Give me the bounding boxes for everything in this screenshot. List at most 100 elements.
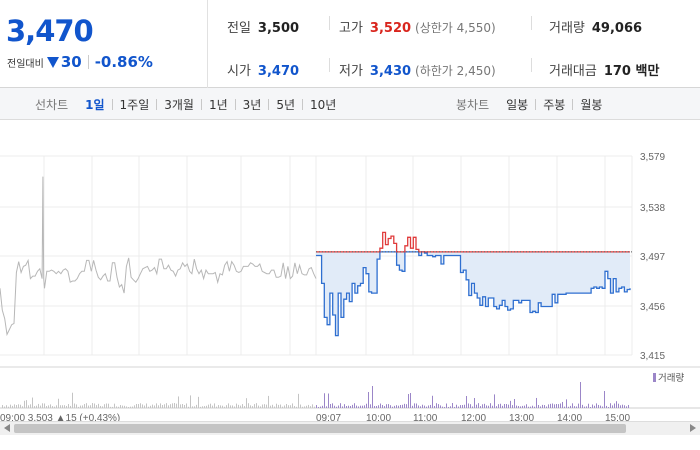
price-chart[interactable]: 3,579 3,538 3,497 3,456 3,415 거래량 09:00 bbox=[0, 121, 700, 421]
volume-bar bbox=[508, 404, 509, 408]
volume-bar bbox=[360, 405, 361, 408]
volume-bar bbox=[196, 404, 197, 408]
volume-bar bbox=[64, 405, 65, 408]
volume-bar bbox=[162, 405, 163, 408]
volume-bar bbox=[214, 403, 215, 408]
volume-bar bbox=[134, 405, 135, 408]
volume-bar bbox=[418, 405, 419, 408]
volume-bar bbox=[82, 405, 83, 408]
volume-bar bbox=[178, 396, 179, 408]
volume-bar bbox=[2, 405, 3, 408]
volume-bar bbox=[222, 405, 223, 408]
range-10y[interactable]: 10년 bbox=[310, 97, 337, 112]
x-axis-label: 15:00 bbox=[605, 413, 630, 421]
volume-bar bbox=[478, 403, 479, 408]
volume-bar bbox=[354, 403, 355, 408]
volume-bar bbox=[616, 401, 617, 408]
stat-divider bbox=[329, 58, 330, 72]
range-1d[interactable]: 1일 bbox=[85, 97, 105, 112]
volume-bar bbox=[124, 405, 125, 408]
volume-bar bbox=[570, 405, 571, 408]
volume-bar bbox=[294, 406, 295, 408]
volume-bar bbox=[500, 403, 501, 408]
volume-bar bbox=[238, 404, 239, 408]
volume-bar bbox=[472, 406, 473, 408]
volume-stat: 거래량 49,066 bbox=[549, 17, 642, 36]
volume-bar bbox=[16, 405, 17, 408]
range-3y[interactable]: 3년 bbox=[242, 97, 262, 112]
volume-label: 거래량 bbox=[549, 21, 585, 36]
volume-bar bbox=[574, 406, 575, 408]
volume-bar bbox=[560, 403, 561, 408]
change-row: 전일대비 30 -0.86% bbox=[7, 53, 153, 71]
volume-bar bbox=[218, 405, 219, 408]
volume-bar bbox=[210, 403, 211, 408]
range-5y[interactable]: 5년 bbox=[276, 97, 296, 112]
volume-bar bbox=[518, 406, 519, 408]
volume-bar bbox=[488, 405, 489, 408]
volume-bar bbox=[382, 405, 383, 408]
volume-bar bbox=[598, 404, 599, 408]
volume-bar bbox=[186, 403, 187, 408]
volume-bar bbox=[154, 405, 155, 408]
volume-bar bbox=[532, 405, 533, 408]
chart-horizontal-scrollbar[interactable] bbox=[0, 421, 700, 435]
volume-bar bbox=[420, 406, 421, 408]
volume-bar bbox=[426, 406, 427, 408]
range-1y[interactable]: 1년 bbox=[208, 97, 228, 112]
volume-bar bbox=[32, 397, 33, 408]
volume-bar bbox=[338, 405, 339, 408]
volume-bar bbox=[252, 406, 253, 408]
volume-bar bbox=[174, 403, 175, 408]
volume-bar bbox=[148, 406, 149, 408]
volume-bar bbox=[384, 406, 385, 408]
volume-bar bbox=[102, 406, 103, 408]
volume-bar bbox=[274, 406, 275, 408]
volume-bar bbox=[184, 404, 185, 408]
volume-bar bbox=[108, 403, 109, 408]
high-value: 3,520 bbox=[369, 21, 412, 36]
volume-value: 49,066 bbox=[591, 21, 643, 36]
volume-bar bbox=[50, 404, 51, 408]
volume-bar bbox=[552, 403, 553, 408]
volume-bar bbox=[20, 404, 21, 408]
volume-bar bbox=[212, 405, 213, 408]
candle-daily[interactable]: 일봉 bbox=[506, 97, 529, 112]
scroll-left-arrow-icon[interactable] bbox=[4, 424, 10, 432]
volume-bar bbox=[232, 405, 233, 408]
volume-bar bbox=[138, 404, 139, 408]
range-3m[interactable]: 3개월 bbox=[164, 97, 194, 112]
candle-weekly[interactable]: 주봉 bbox=[543, 97, 566, 112]
volume-bar bbox=[172, 403, 173, 408]
volume-bar bbox=[94, 403, 95, 408]
range-1w[interactable]: 1주일 bbox=[119, 97, 150, 112]
volume-bar bbox=[284, 405, 285, 408]
volume-bar bbox=[254, 404, 255, 408]
toolbar-divider bbox=[200, 98, 202, 110]
volume-bar bbox=[606, 405, 607, 408]
volume-bar bbox=[374, 405, 375, 408]
volume-bar bbox=[608, 406, 609, 408]
volume-bar bbox=[370, 404, 371, 408]
volume-bar bbox=[170, 404, 171, 408]
volume-bar bbox=[566, 399, 567, 408]
volume-bar bbox=[584, 406, 585, 408]
volume-bar bbox=[458, 406, 459, 408]
volume-bar bbox=[610, 403, 611, 408]
volume-bar bbox=[112, 406, 113, 408]
volume-bar bbox=[244, 406, 245, 408]
volume-bar bbox=[454, 406, 455, 408]
volume-bar bbox=[180, 404, 181, 408]
volume-bar bbox=[314, 406, 315, 408]
scroll-right-arrow-icon[interactable] bbox=[690, 424, 696, 432]
volume-bar bbox=[306, 405, 307, 408]
stat-divider bbox=[531, 16, 532, 30]
volume-bar bbox=[516, 405, 517, 408]
volume-bar bbox=[590, 406, 591, 408]
price-summary: 3,470 전일대비 30 -0.86% 전일 3,500 고가 3,520 (… bbox=[0, 0, 700, 88]
volume-bar bbox=[106, 403, 107, 408]
volume-bar bbox=[8, 406, 9, 408]
today-price-line-up bbox=[316, 231, 630, 253]
scrollbar-thumb[interactable] bbox=[14, 424, 626, 433]
candle-monthly[interactable]: 월봉 bbox=[580, 97, 603, 112]
